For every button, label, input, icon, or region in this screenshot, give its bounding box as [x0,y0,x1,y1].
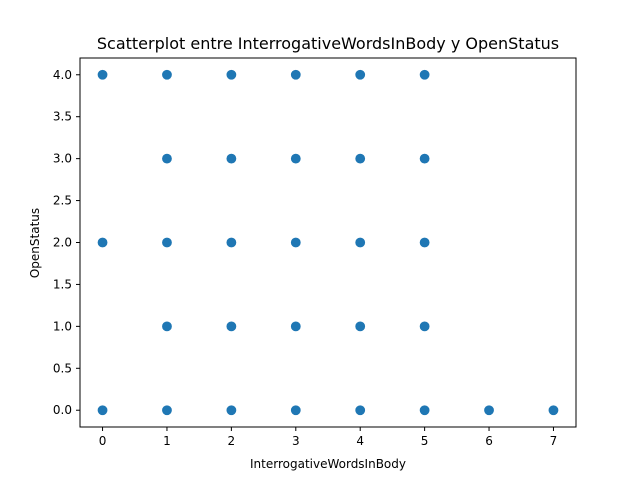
y-tick-label: 1.0 [53,319,72,333]
x-tick-label: 6 [485,434,493,448]
data-point [355,321,366,332]
x-tick-label: 7 [550,434,558,448]
data-point [97,405,108,416]
y-tick-label: 2.5 [53,194,72,208]
x-axis-ticks: 0 1 2 3 4 5 6 7 [99,427,558,448]
data-point [290,405,301,416]
y-tick-label: 2.0 [53,236,72,250]
data-point [162,69,172,80]
data-point [419,405,430,416]
data-point [290,153,301,164]
data-point [419,69,430,80]
y-axis-ticks: 0.0 0.5 1.0 1.5 2.0 2.5 3.0 3.5 4.0 [53,68,80,417]
points-layer [97,69,559,416]
y-tick-label: 3.5 [53,110,72,124]
x-tick-label: 2 [228,434,236,448]
data-point [290,69,301,80]
y-axis-label: OpenStatus [28,208,42,278]
data-point [548,405,559,416]
data-point [419,321,430,332]
x-tick-label: 5 [421,434,429,448]
data-point [162,321,172,332]
data-point [226,405,237,416]
data-point [355,153,366,164]
data-point [226,237,237,248]
x-tick-label: 0 [99,434,107,448]
data-point [97,237,108,248]
data-point [162,237,172,248]
data-point [226,153,237,164]
data-point [97,69,108,80]
y-tick-label: 0.5 [53,361,72,375]
x-tick-label: 3 [292,434,300,448]
data-point [355,405,366,416]
chart-title: Scatterplot entre InterrogativeWordsInBo… [97,34,559,53]
data-point [419,237,430,248]
data-point [162,153,172,164]
data-point [355,69,366,80]
x-tick-label: 1 [163,434,171,448]
x-tick-label: 4 [356,434,364,448]
data-point [355,237,366,248]
data-point [226,321,237,332]
data-point [290,237,301,248]
y-tick-label: 4.0 [53,68,72,82]
data-point [162,405,172,416]
y-tick-label: 3.0 [53,152,72,166]
data-point [419,153,430,164]
y-tick-label: 1.5 [53,277,72,291]
data-point [484,405,494,416]
x-axis-label: InterrogativeWordsInBody [250,457,406,471]
y-tick-label: 0.0 [53,403,72,417]
data-point [226,69,237,80]
data-point [290,321,301,332]
